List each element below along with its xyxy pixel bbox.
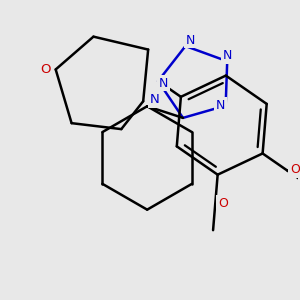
Text: O: O bbox=[290, 163, 300, 176]
Text: O: O bbox=[218, 197, 228, 210]
Text: N: N bbox=[186, 34, 195, 46]
Text: N: N bbox=[150, 93, 160, 106]
Text: O: O bbox=[218, 197, 228, 210]
Text: N: N bbox=[223, 49, 232, 62]
Text: N: N bbox=[158, 76, 168, 90]
Text: N: N bbox=[186, 34, 195, 46]
Text: N: N bbox=[216, 99, 225, 112]
Text: O: O bbox=[290, 163, 300, 176]
Text: O: O bbox=[40, 63, 51, 76]
Text: N: N bbox=[158, 76, 168, 90]
Text: N: N bbox=[150, 93, 160, 106]
Text: N: N bbox=[223, 49, 232, 62]
Text: N: N bbox=[216, 99, 225, 112]
Text: O: O bbox=[40, 63, 51, 76]
